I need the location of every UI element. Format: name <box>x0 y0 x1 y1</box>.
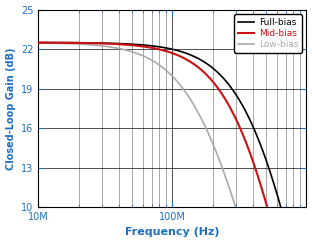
Low-bias <box>37 41 40 44</box>
Line: Full-bias: Full-bias <box>38 43 306 243</box>
Low-bias <box>67 42 71 45</box>
Mid-bias <box>67 41 71 44</box>
Low-bias <box>139 54 143 57</box>
X-axis label: Frequency (Hz): Frequency (Hz) <box>125 227 220 237</box>
Line: Low-bias: Low-bias <box>38 43 306 243</box>
Full-bias <box>37 41 40 44</box>
Mid-bias <box>37 41 40 44</box>
Mid-bias <box>271 224 274 227</box>
Y-axis label: Closed-Loop Gain (dB): Closed-Loop Gain (dB) <box>6 47 16 170</box>
Line: Mid-bias: Mid-bias <box>38 43 306 243</box>
Low-bias <box>151 59 155 62</box>
Low-bias <box>83 43 87 46</box>
Full-bias <box>139 43 143 46</box>
Mid-bias <box>139 45 143 48</box>
Legend: Full-bias, Mid-bias, Low-bias: Full-bias, Mid-bias, Low-bias <box>234 14 302 53</box>
Full-bias <box>67 41 71 44</box>
Mid-bias <box>83 42 87 44</box>
Full-bias <box>83 41 87 44</box>
Mid-bias <box>151 47 155 50</box>
Full-bias <box>151 44 155 47</box>
Full-bias <box>271 177 274 180</box>
